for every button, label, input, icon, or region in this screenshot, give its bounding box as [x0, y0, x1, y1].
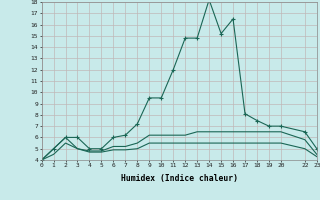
X-axis label: Humidex (Indice chaleur): Humidex (Indice chaleur)	[121, 174, 238, 183]
